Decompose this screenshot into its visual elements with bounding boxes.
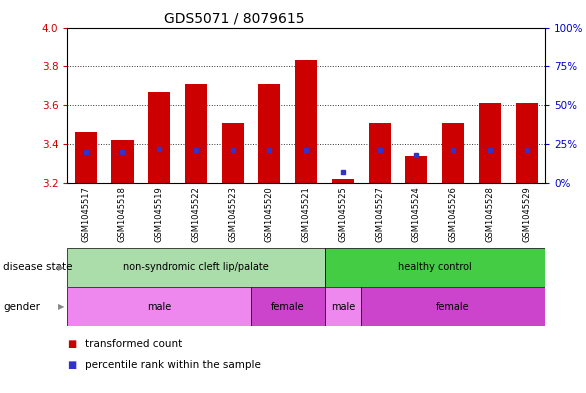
Bar [406,156,427,183]
Text: GSM1045527: GSM1045527 [375,186,384,242]
Text: GSM1045523: GSM1045523 [228,186,237,242]
Text: ■: ■ [67,360,77,371]
Bar [67,287,251,326]
Bar [332,179,354,183]
Bar [251,287,325,326]
Bar [325,287,362,326]
Text: disease state: disease state [3,262,73,272]
Text: ▶: ▶ [58,302,64,311]
Bar [222,123,244,183]
Text: GSM1045529: GSM1045529 [522,186,531,242]
Text: GDS5071 / 8079615: GDS5071 / 8079615 [164,12,305,26]
Bar [479,103,501,183]
Bar [75,132,97,183]
Bar [148,92,171,183]
Text: GSM1045520: GSM1045520 [265,186,274,242]
Bar [295,61,317,183]
Text: ▶: ▶ [58,263,64,272]
Text: ■: ■ [67,339,77,349]
Text: GSM1045525: GSM1045525 [339,186,347,242]
Text: percentile rank within the sample: percentile rank within the sample [85,360,261,371]
Bar [67,248,325,287]
Text: GSM1045526: GSM1045526 [449,186,458,242]
Text: GSM1045528: GSM1045528 [485,186,495,242]
Bar [111,140,134,183]
Text: female: female [437,301,470,312]
Text: GSM1045517: GSM1045517 [81,186,90,242]
Text: GSM1045519: GSM1045519 [155,186,163,242]
Text: non-syndromic cleft lip/palate: non-syndromic cleft lip/palate [123,262,269,272]
Bar [369,123,391,183]
Bar [258,84,281,183]
Bar [325,248,545,287]
Text: female: female [271,301,305,312]
Text: transformed count: transformed count [85,339,182,349]
Text: gender: gender [3,301,40,312]
Text: GSM1045518: GSM1045518 [118,186,127,242]
Text: GSM1045522: GSM1045522 [192,186,200,242]
Text: male: male [331,301,355,312]
Text: healthy control: healthy control [398,262,472,272]
Text: male: male [147,301,171,312]
Bar [185,84,207,183]
Bar [362,287,545,326]
Text: GSM1045521: GSM1045521 [302,186,311,242]
Text: GSM1045524: GSM1045524 [412,186,421,242]
Bar [442,123,464,183]
Bar [516,103,537,183]
